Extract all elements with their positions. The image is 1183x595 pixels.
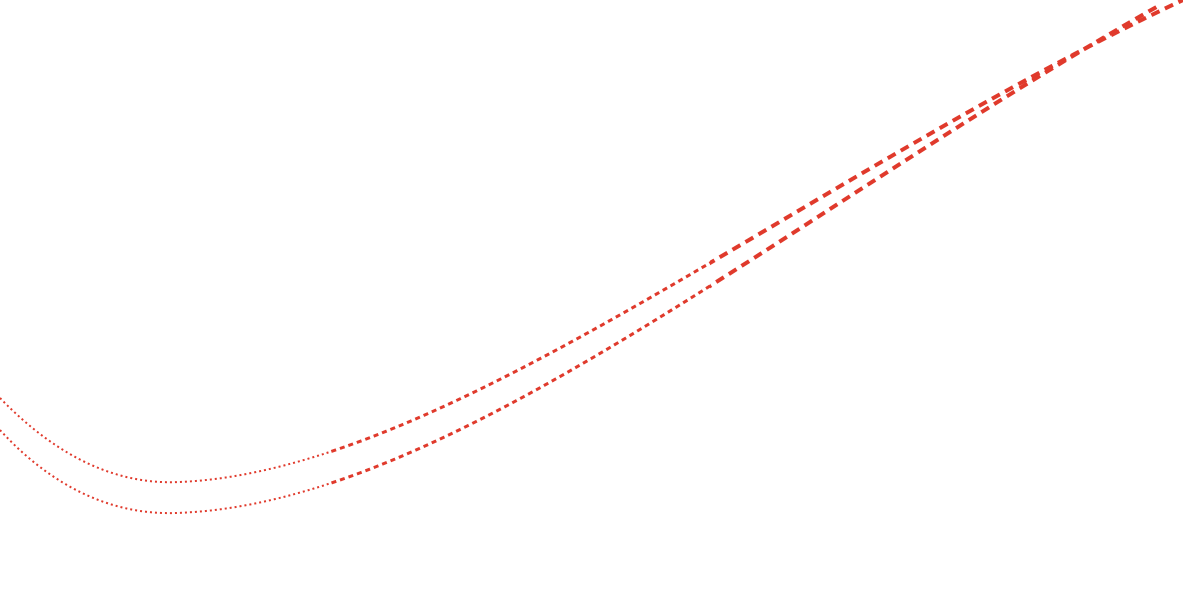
curve-segment (710, 3, 1161, 289)
curve-segment (710, 0, 1183, 266)
curve-segment (330, 284, 710, 485)
upper-curve (0, 0, 1183, 484)
curve-segment (0, 429, 330, 515)
curve-segment (330, 261, 710, 454)
curve-segment (0, 397, 330, 484)
lower-curve (0, 3, 1161, 515)
